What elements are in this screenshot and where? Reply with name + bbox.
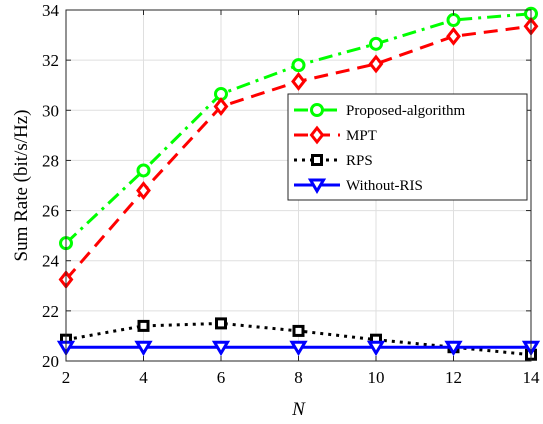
y-axis-title: Sum Rate (bit/s/Hz) (11, 110, 32, 262)
legend-box (287, 93, 528, 201)
data-point-without-ris (134, 340, 153, 357)
x-tick-label: 2 (62, 368, 71, 387)
data-point-proposed-algorithm (369, 36, 383, 51)
legend-label-mpt: MPT (346, 128, 377, 144)
data-point-rps (215, 317, 227, 330)
series-layer (56, 6, 541, 361)
x-tick-label: 14 (523, 368, 541, 387)
x-tick-label: 8 (294, 368, 303, 387)
legend-marker-without-ris (307, 178, 327, 194)
x-tick-label: 12 (445, 368, 462, 387)
data-point-mpt (291, 72, 306, 91)
data-point-rps (137, 319, 150, 332)
data-point-without-ris (211, 340, 231, 357)
y-tick-label: 30 (42, 101, 59, 120)
data-point-rps (292, 324, 305, 337)
legend-marker-mpt (309, 125, 325, 145)
y-tick-label: 32 (42, 51, 59, 70)
data-point-mpt (136, 181, 151, 200)
legend-label-rps: RPS (346, 153, 373, 169)
y-tick-label: 34 (42, 1, 60, 20)
legend-marker-proposed-algorithm (310, 103, 324, 117)
x-tick-label: 6 (217, 368, 226, 387)
y-tick-label: 26 (42, 202, 59, 221)
y-tick-label: 24 (42, 252, 60, 271)
y-tick-label: 28 (42, 151, 59, 170)
legend-marker-rps (311, 154, 323, 166)
data-point-proposed-algorithm (136, 163, 151, 178)
legend: Proposed-algorithm MPT RPS Without-RIS (287, 93, 528, 201)
legend-label-proposed-algorithm: Proposed-algorithm (346, 103, 465, 119)
x-tick-label: 10 (368, 368, 385, 387)
legend-label-without-ris: Without-RIS (346, 178, 423, 194)
x-tick-label: 4 (139, 368, 148, 387)
data-point-mpt (213, 97, 229, 116)
data-point-proposed-algorithm (291, 58, 306, 73)
x-axis-title: N (291, 399, 306, 420)
data-point-mpt (446, 26, 461, 46)
data-point-mpt (368, 54, 384, 74)
data-point-without-ris (444, 340, 463, 357)
y-tick-label: 20 (42, 352, 59, 371)
y-tick-label: 22 (42, 302, 59, 321)
data-point-without-ris (366, 340, 386, 357)
data-point-without-ris (289, 340, 308, 357)
data-point-proposed-algorithm (446, 13, 461, 28)
